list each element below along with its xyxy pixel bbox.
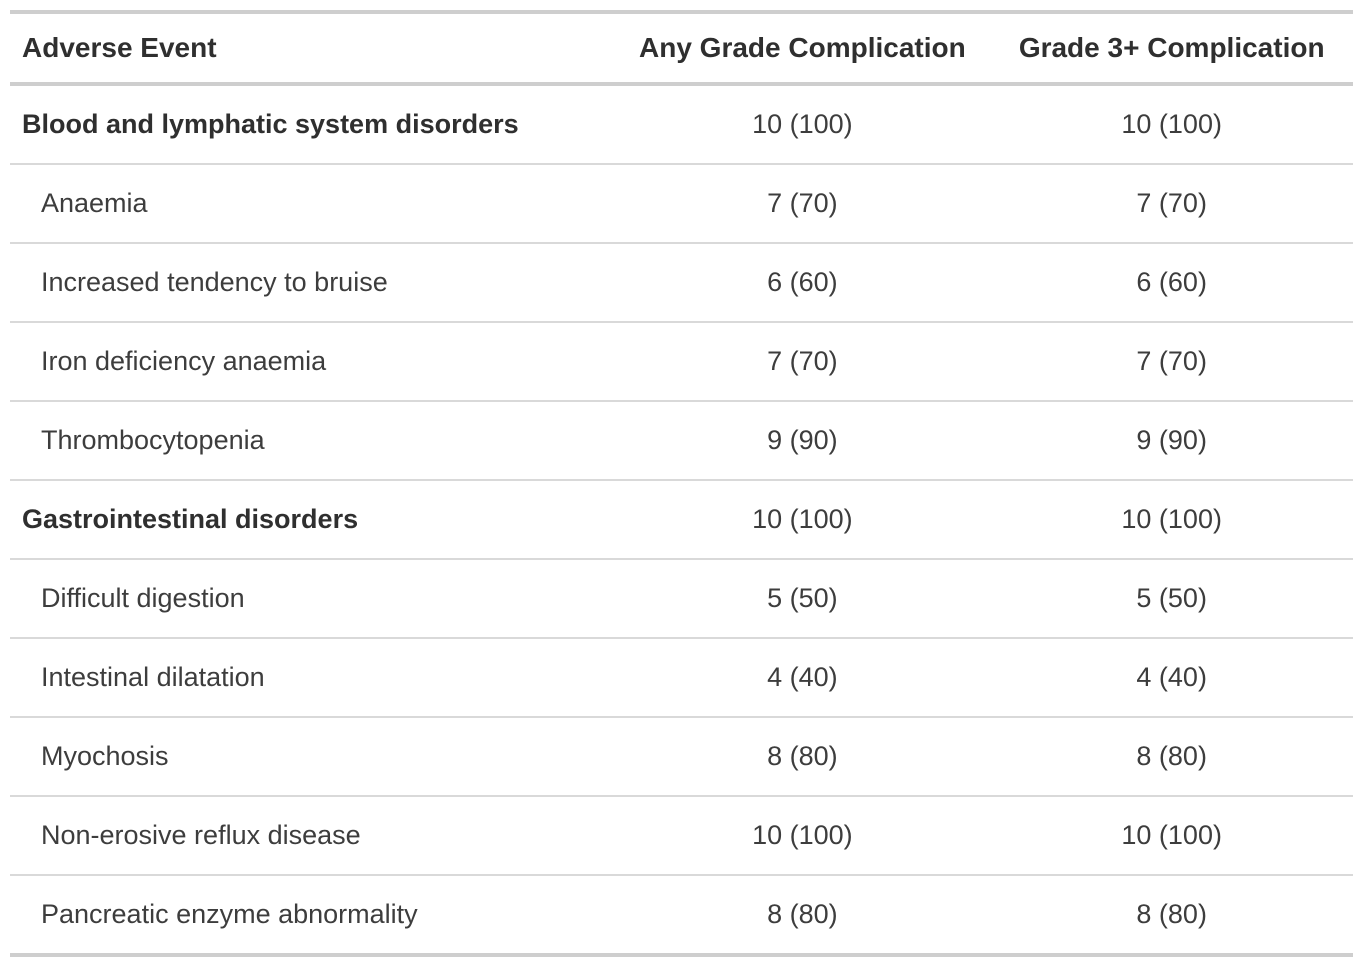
adverse-events-table: Adverse Event Any Grade Complication Gra… xyxy=(10,10,1353,957)
adverse-event-cell: Increased tendency to bruise xyxy=(10,242,615,322)
any-grade-value-cell: 7 (70) xyxy=(614,321,991,401)
grade3plus-value-cell: 10 (100) xyxy=(1121,109,1222,139)
any-grade-value-cell: 7 (70) xyxy=(614,163,991,243)
adverse-event-cell: Gastrointestinal disorders xyxy=(10,479,615,559)
any-grade-value-cell: 9 (90) xyxy=(614,400,991,480)
adverse-event-cell: Blood and lymphatic system disorders xyxy=(22,109,519,139)
any-grade-value-cell: 10 (100) xyxy=(614,795,991,875)
any-grade-value-cell: 8 (80) xyxy=(614,716,991,796)
grade3plus-value-cell: 8 (80) xyxy=(990,716,1353,796)
column-header-grade3plus-complication: Grade 3+ Complication xyxy=(990,12,1353,86)
table-row: Anaemia 7 (70) 7 (70) xyxy=(10,163,1353,243)
any-grade-value-cell: 10 (100) xyxy=(614,479,991,559)
table-header: Adverse Event Any Grade Complication Gra… xyxy=(10,12,1353,86)
any-grade-value-cell: 6 (60) xyxy=(614,242,991,322)
adverse-event-cell: Iron deficiency anaemia xyxy=(10,321,615,401)
adverse-event-cell: Myochosis xyxy=(10,716,615,796)
adverse-event-cell: Pancreatic enzyme abnormality xyxy=(10,874,615,955)
column-header-adverse-event: Adverse Event xyxy=(10,12,615,86)
adverse-event-cell: Difficult digestion xyxy=(10,558,615,638)
grade3plus-value-cell: 5 (50) xyxy=(990,558,1353,638)
adverse-event-cell: Intestinal dilatation xyxy=(10,637,615,717)
header-row: Adverse Event Any Grade Complication Gra… xyxy=(10,12,1353,86)
table-row: Intestinal dilatation 4 (40) 4 (40) xyxy=(10,637,1353,717)
grade3plus-value-cell: 8 (80) xyxy=(990,874,1353,955)
adverse-event-cell: Anaemia xyxy=(10,163,615,243)
table-row: Blood and lymphatic system disorders 10 … xyxy=(10,84,1353,164)
adverse-event-cell: Thrombocytopenia xyxy=(10,400,615,480)
grade3plus-value-cell: 7 (70) xyxy=(990,321,1353,401)
adverse-event-cell: Non-erosive reflux disease xyxy=(10,795,615,875)
table-row: Myochosis 8 (80) 8 (80) xyxy=(10,716,1353,796)
table-row: Thrombocytopenia 9 (90) 9 (90) xyxy=(10,400,1353,480)
table-row: Gastrointestinal disorders 10 (100) 10 (… xyxy=(10,479,1353,559)
any-grade-value-cell: 4 (40) xyxy=(614,637,991,717)
table-row: Iron deficiency anaemia 7 (70) 7 (70) xyxy=(10,321,1353,401)
table-row: Pancreatic enzyme abnormality 8 (80) 8 (… xyxy=(10,874,1353,955)
adverse-events-table-container: Adverse Event Any Grade Complication Gra… xyxy=(10,10,1353,957)
table-row: Increased tendency to bruise 6 (60) 6 (6… xyxy=(10,242,1353,322)
grade3plus-value-cell: 7 (70) xyxy=(990,163,1353,243)
grade3plus-value-cell: 10 (100) xyxy=(990,795,1353,875)
grade3plus-value-cell: 9 (90) xyxy=(990,400,1353,480)
grade3plus-value-cell: 10 (100) xyxy=(990,479,1353,559)
any-grade-value-cell: 10 (100) xyxy=(752,109,853,139)
grade3plus-value-cell: 4 (40) xyxy=(990,637,1353,717)
any-grade-value-cell: 8 (80) xyxy=(614,874,991,955)
table-body: Blood and lymphatic system disorders 10 … xyxy=(10,84,1353,955)
table-row: Difficult digestion 5 (50) 5 (50) xyxy=(10,558,1353,638)
column-header-any-grade-complication: Any Grade Complication xyxy=(614,12,991,86)
table-row: Non-erosive reflux disease 10 (100) 10 (… xyxy=(10,795,1353,875)
any-grade-value-cell: 5 (50) xyxy=(614,558,991,638)
grade3plus-value-cell: 6 (60) xyxy=(990,242,1353,322)
